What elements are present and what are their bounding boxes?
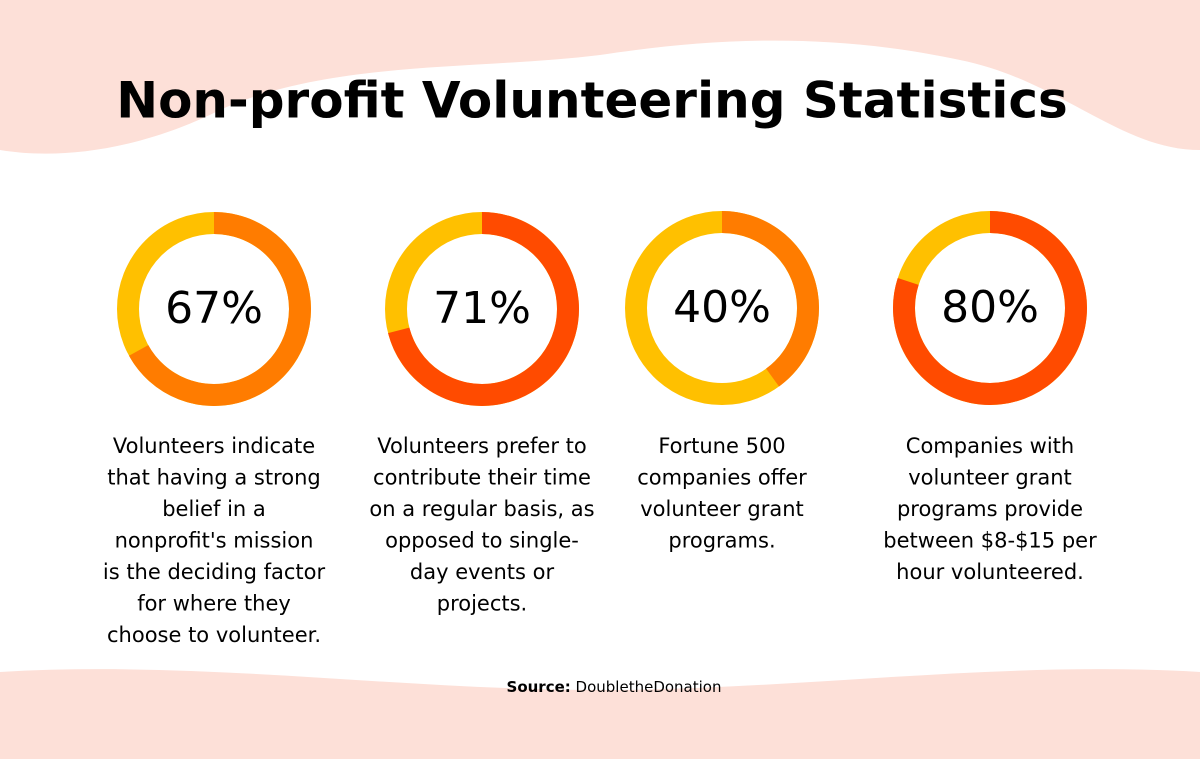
caption-line: is the deciding factor [103,560,326,584]
donut-arc [893,211,1087,405]
caption-line: opposed to single- [385,529,579,553]
caption-line: nonprofit's mission [115,529,314,553]
caption-line: day events or [410,560,555,584]
title: Non-profit Volunteering Statistics [116,72,1068,130]
source: Source: DoubletheDonation [507,678,722,696]
caption-line: Volunteers indicate [113,434,315,458]
bottom-wave [0,669,1200,759]
caption-line: that having a strong [107,466,320,490]
donut-arc [721,211,819,387]
caption-line: projects. [437,592,528,616]
value-label: 80% [941,282,1039,333]
caption-line: programs. [668,529,775,553]
donut-arc [388,212,579,406]
caption-line: for where they [137,592,291,616]
caption-line: volunteer grant [908,466,1072,490]
caption-line: volunteer grant [640,497,804,521]
value-label: 40% [673,282,771,333]
caption-line: Companies with [906,434,1074,458]
caption-line: Fortune 500 [658,434,785,458]
caption-line: Volunteers prefer to [377,434,587,458]
value-label: 71% [433,283,531,334]
caption-line: on a regular basis, as [369,497,594,521]
value-label: 67% [165,283,263,334]
caption-line: between $8-$15 per [883,529,1097,553]
caption-line: companies offer [637,466,807,490]
top-wave [0,0,1200,154]
caption-line: hour volunteered. [896,560,1084,584]
caption-line: belief in a [162,497,266,521]
source-text: DoubletheDonation [576,678,722,696]
source-label: Source: [507,678,571,696]
caption-line: contribute their time [373,466,591,490]
caption-line: programs provide [897,497,1083,521]
caption-line: choose to volunteer. [107,623,321,647]
donut-arc [129,212,311,406]
